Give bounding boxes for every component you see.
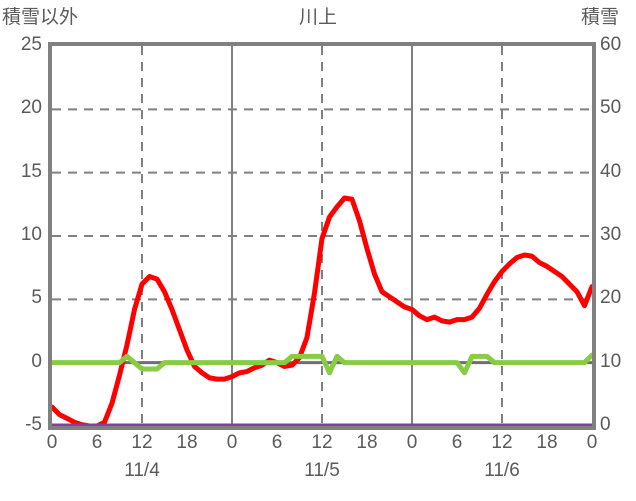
left-tick-label: 25 bbox=[20, 34, 42, 55]
right-tick-label: 10 bbox=[600, 350, 622, 372]
right-tick-label: 0 bbox=[600, 414, 611, 435]
left-tick-label: 20 bbox=[20, 97, 42, 119]
series-line-temperature bbox=[52, 195, 592, 426]
x-tick-label: 12 bbox=[131, 432, 153, 453]
x-tick-label: 0 bbox=[586, 432, 598, 453]
x-tick-label: 6 bbox=[271, 432, 283, 453]
x-tick-label: 6 bbox=[451, 432, 463, 453]
x-tick-label: 6 bbox=[91, 432, 103, 453]
right-tick-label: 60 bbox=[600, 34, 622, 55]
x-tick-label: 12 bbox=[491, 432, 513, 453]
series-line-precipitation bbox=[52, 352, 592, 376]
page-title: 川上 bbox=[298, 7, 337, 28]
left-tick-label: 0 bbox=[31, 350, 42, 372]
x-tick-label: 18 bbox=[536, 432, 558, 453]
left-tick-label: -5 bbox=[25, 414, 42, 435]
right-tick-label: 30 bbox=[600, 224, 622, 245]
series-lines bbox=[52, 195, 592, 426]
x-tick-label: 12 bbox=[311, 432, 333, 453]
right-axis-title: 積雪 bbox=[581, 7, 620, 28]
x-tick-label: 0 bbox=[406, 432, 418, 453]
left-tick-label: 15 bbox=[20, 160, 42, 182]
left-tick-label: 10 bbox=[20, 224, 42, 245]
day-label: 11/6 bbox=[484, 460, 520, 481]
right-tick-label: 40 bbox=[600, 160, 622, 182]
right-tick-label: 50 bbox=[600, 97, 622, 119]
day-label: 11/4 bbox=[124, 460, 160, 481]
left-tick-label: 5 bbox=[31, 287, 42, 309]
day-label: 11/5 bbox=[304, 460, 340, 481]
chart-canvas bbox=[52, 46, 592, 426]
x-tick-label: 0 bbox=[226, 432, 238, 453]
left-axis-title: 積雪以外 bbox=[2, 7, 79, 28]
plot-area bbox=[48, 42, 596, 430]
x-tick-label: 18 bbox=[176, 432, 198, 453]
x-tick-label: 0 bbox=[46, 432, 58, 453]
right-tick-label: 20 bbox=[600, 287, 622, 309]
x-tick-label: 18 bbox=[356, 432, 378, 453]
